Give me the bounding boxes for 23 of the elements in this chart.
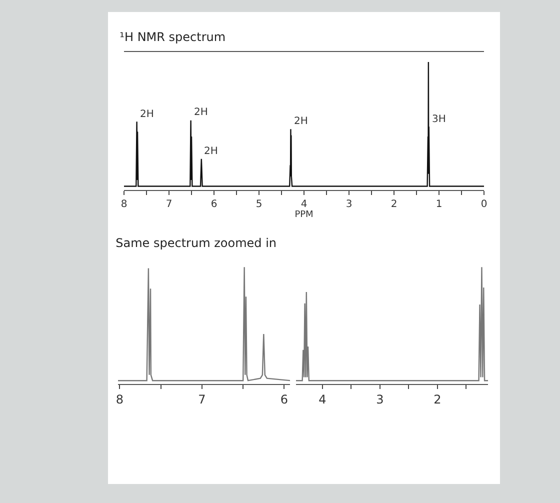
x-tick-label: 5 (256, 199, 262, 210)
x-tick-label: 7 (198, 392, 206, 406)
annotation: 3H (432, 114, 446, 125)
x-tick-label: 3 (346, 199, 352, 210)
annotation: 2H (204, 146, 218, 157)
chart-title: Same spectrum zoomed in (116, 236, 277, 250)
annotation: 2H (194, 107, 208, 118)
x-tick-label: 4 (300, 199, 308, 210)
x-tick-label: 7 (166, 199, 172, 210)
annotation: 2H (294, 116, 308, 127)
x-tick-label: 3 (376, 392, 384, 406)
x-tick-label: 2 (434, 392, 442, 406)
x-tick-label: 6 (210, 199, 218, 210)
chart-title: ¹H NMR spectrum (120, 30, 226, 44)
x-tick-label: 0 (480, 199, 488, 210)
x-tick-label: 1 (436, 199, 442, 210)
x-axis-title: PPM (294, 210, 314, 220)
annotation: 2H (140, 109, 154, 120)
x-tick-label: 8 (116, 392, 124, 406)
x-tick-label: 2 (390, 199, 398, 210)
x-tick-label: 8 (120, 199, 128, 210)
x-tick-label: 6 (280, 392, 288, 406)
x-tick-label: 4 (318, 392, 326, 406)
